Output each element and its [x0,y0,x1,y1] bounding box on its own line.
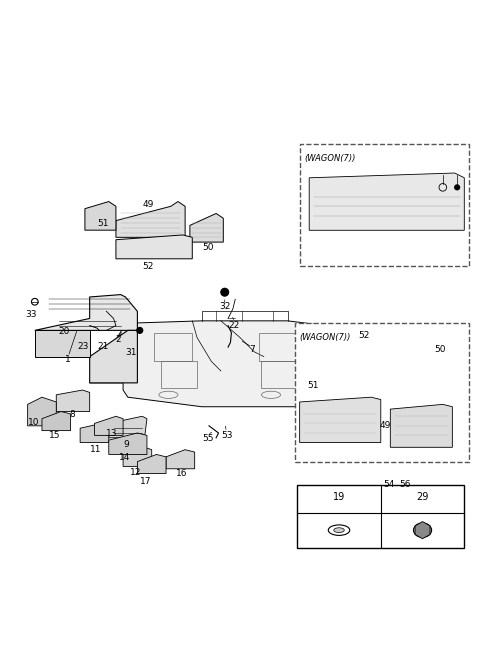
Circle shape [137,327,143,333]
Text: 8: 8 [69,411,75,419]
Polygon shape [309,173,464,230]
Polygon shape [390,404,452,447]
Text: 9: 9 [123,440,129,449]
Text: 14: 14 [119,453,130,462]
Polygon shape [116,201,185,237]
Ellipse shape [328,525,350,535]
Text: 1: 1 [65,354,71,363]
Text: 49: 49 [380,421,391,430]
Polygon shape [85,201,116,230]
Text: 32: 32 [219,302,230,311]
Polygon shape [42,411,71,430]
Polygon shape [123,447,152,466]
Text: 12: 12 [130,468,142,477]
Text: 54: 54 [383,480,395,489]
Text: 52: 52 [143,262,154,272]
Text: 51: 51 [307,380,318,390]
Polygon shape [90,321,355,407]
Polygon shape [300,397,381,443]
Polygon shape [35,295,137,331]
Polygon shape [109,433,147,455]
Text: 20: 20 [59,327,70,337]
Polygon shape [28,397,56,426]
Text: 16: 16 [176,469,188,478]
Text: 53: 53 [221,431,232,440]
Bar [154,333,192,361]
Circle shape [455,185,459,190]
Bar [297,485,464,548]
Circle shape [221,289,228,296]
Text: 51: 51 [97,220,108,228]
Text: 50: 50 [435,345,446,354]
Bar [161,361,197,388]
Text: 56: 56 [399,480,410,489]
Text: 33: 33 [25,310,37,319]
Polygon shape [190,213,223,242]
Polygon shape [95,417,123,436]
FancyBboxPatch shape [300,144,469,266]
Text: 11: 11 [90,445,102,454]
Text: 52: 52 [359,331,370,340]
Text: 10: 10 [28,418,39,427]
Text: 29: 29 [416,491,429,502]
Text: 2: 2 [116,335,121,344]
Polygon shape [109,417,147,438]
Ellipse shape [334,528,344,533]
Text: 21: 21 [97,342,108,351]
Polygon shape [35,331,90,357]
Text: (WAGON(7)): (WAGON(7)) [300,333,351,342]
Text: 7: 7 [249,345,255,354]
Bar [259,333,297,361]
Bar [262,361,297,388]
FancyBboxPatch shape [295,323,469,462]
Text: 50: 50 [202,243,213,253]
Text: 23: 23 [78,342,89,351]
Text: 55: 55 [202,434,213,443]
Text: 19: 19 [333,491,345,502]
Polygon shape [80,423,109,443]
Text: 17: 17 [140,477,151,486]
Text: 49: 49 [143,200,154,209]
Polygon shape [137,455,166,474]
Polygon shape [166,450,195,469]
Ellipse shape [413,523,432,537]
Polygon shape [116,235,192,259]
Text: 22: 22 [228,321,240,330]
Text: 13: 13 [107,430,118,438]
Text: (WAGON(7)): (WAGON(7)) [304,154,356,163]
Polygon shape [56,390,90,411]
Polygon shape [90,331,137,383]
Text: 31: 31 [125,348,137,358]
Text: 15: 15 [49,431,60,440]
